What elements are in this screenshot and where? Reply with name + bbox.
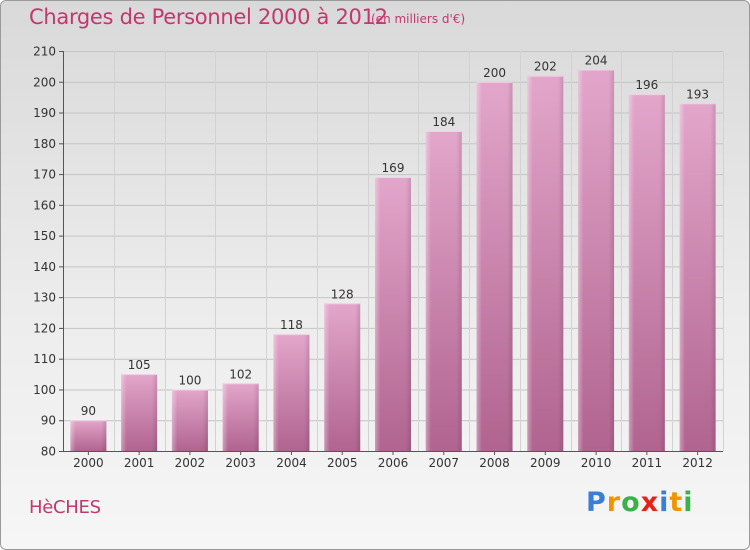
y-tick-label: 210 bbox=[33, 45, 56, 59]
bar-value-label: 204 bbox=[585, 53, 608, 67]
y-tick-label: 120 bbox=[33, 321, 56, 335]
logo-letter: i bbox=[659, 487, 670, 518]
x-tick-label: 2011 bbox=[632, 456, 663, 470]
y-tick-label: 190 bbox=[33, 106, 56, 120]
bar-shading bbox=[578, 69, 615, 451]
x-tick-label: 2012 bbox=[682, 456, 713, 470]
x-tick-label: 2003 bbox=[225, 456, 256, 470]
y-tick-label: 80 bbox=[41, 445, 56, 459]
bar-value-label: 169 bbox=[382, 161, 405, 175]
bar-value-label: 102 bbox=[229, 367, 252, 381]
bars bbox=[70, 69, 716, 452]
logo-letter: t bbox=[669, 487, 684, 518]
bar-value-label: 196 bbox=[635, 78, 658, 92]
x-tick-label: 2007 bbox=[428, 456, 459, 470]
y-tick-label: 160 bbox=[33, 198, 56, 212]
y-tick-label: 100 bbox=[33, 383, 56, 397]
y-tick-label: 180 bbox=[33, 137, 56, 151]
y-tick-label: 170 bbox=[33, 168, 56, 182]
bar-value-label: 100 bbox=[178, 373, 201, 387]
bar-shading bbox=[628, 94, 665, 452]
commune-name: HèCHES bbox=[29, 497, 101, 518]
x-tick-label: 2001 bbox=[124, 456, 155, 470]
bar-value-label: 193 bbox=[686, 87, 709, 101]
x-tick-label: 2010 bbox=[581, 456, 612, 470]
bar-value-label: 200 bbox=[483, 66, 506, 80]
bar-shading bbox=[273, 334, 310, 451]
x-tick-label: 2004 bbox=[276, 456, 307, 470]
y-tick-label: 90 bbox=[41, 414, 56, 428]
bar-shading bbox=[375, 177, 411, 451]
y-tick-label: 150 bbox=[33, 229, 56, 243]
x-tick-label: 2002 bbox=[175, 456, 206, 470]
bar-shading bbox=[121, 374, 158, 451]
bar-value-label: 105 bbox=[128, 358, 151, 372]
proxiti-logo: Proxiti bbox=[586, 487, 694, 518]
bar-value-label: 118 bbox=[280, 318, 303, 332]
bar-shading bbox=[171, 389, 208, 451]
x-tick-label: 2008 bbox=[479, 456, 510, 470]
bar-value-label: 128 bbox=[331, 287, 354, 301]
logo-letter: P bbox=[586, 487, 607, 518]
bar-value-label: 202 bbox=[534, 60, 557, 74]
bar-shading bbox=[679, 103, 716, 452]
logo-letter: x bbox=[640, 487, 660, 518]
labels: 8090100110120130140150160170180190200210… bbox=[33, 45, 713, 471]
x-tick-label: 2009 bbox=[530, 456, 561, 470]
bar-shading bbox=[70, 420, 107, 451]
bar-shading bbox=[425, 131, 462, 451]
y-tick-label: 200 bbox=[33, 75, 56, 89]
x-tick-label: 2006 bbox=[378, 456, 409, 470]
bar-value-label: 90 bbox=[81, 404, 96, 418]
bar-shading bbox=[527, 75, 564, 451]
logo-letter: i bbox=[683, 487, 694, 518]
x-tick-label: 2005 bbox=[327, 456, 358, 470]
y-tick-label: 130 bbox=[33, 291, 56, 305]
y-tick-label: 110 bbox=[33, 352, 56, 366]
chart-unit: (en milliers d'€) bbox=[371, 12, 466, 26]
bar-shading bbox=[324, 303, 361, 451]
x-tick-label: 2000 bbox=[73, 456, 104, 470]
logo-letter: o bbox=[621, 487, 641, 518]
y-tick-label: 140 bbox=[33, 260, 56, 274]
logo-letter: r bbox=[606, 487, 622, 518]
bar-shading bbox=[222, 383, 259, 451]
bar-shading bbox=[476, 81, 513, 452]
axes bbox=[59, 51, 723, 455]
chart-title: Charges de Personnel 2000 à 2012 bbox=[29, 5, 388, 29]
bar-value-label: 184 bbox=[432, 115, 455, 129]
